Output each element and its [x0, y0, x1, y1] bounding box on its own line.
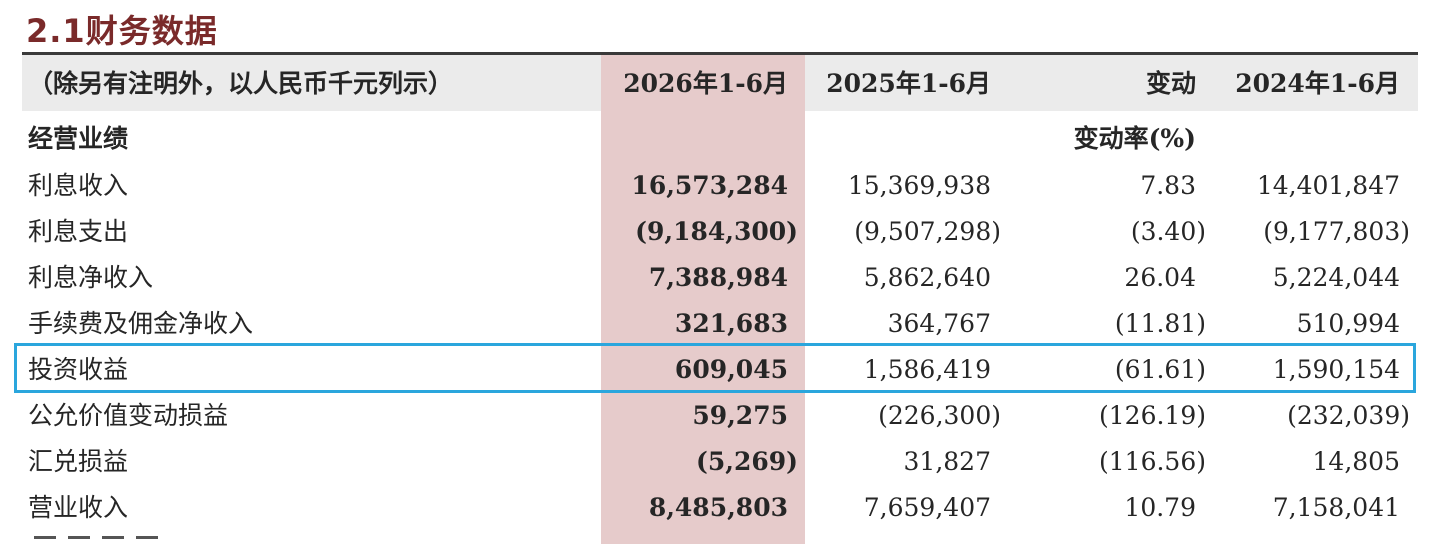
table-row: 利息净收入 7,388,984 5,862,640 26.04 5,224,04…	[22, 255, 1418, 301]
row-label: 利息支出	[28, 217, 129, 246]
value-2024: 7,158,041	[1272, 493, 1400, 522]
value-change: (61.61)	[1114, 355, 1206, 384]
value-2025: 31,827	[903, 447, 991, 476]
value-change: 10.79	[1124, 493, 1196, 522]
value-2024: 14,805	[1312, 447, 1400, 476]
value-2026: 321,683	[674, 309, 788, 338]
header-change: 变动	[1145, 69, 1196, 98]
table-row: 营业收入 8,485,803 7,659,407 10.79 7,158,041	[22, 485, 1418, 531]
value-2025: (226,300)	[878, 401, 1001, 430]
table-row: 汇兑损益 (5,269) 31,827 (116.56) 14,805	[22, 439, 1418, 485]
table-top-rule	[22, 52, 1418, 55]
row-label: 利息收入	[28, 171, 129, 200]
value-change: (126.19)	[1099, 401, 1206, 430]
value-2026: 16,573,284	[631, 171, 788, 200]
table-header-row: （除另有注明外，以人民币千元列示） 2026年1-6月 2025年1-6月 变动…	[22, 55, 1418, 111]
table-row: 利息收入 16,573,284 15,369,938 7.83 14,401,8…	[22, 163, 1418, 209]
value-change: (11.81)	[1114, 309, 1206, 338]
value-2024: (232,039)	[1287, 401, 1410, 430]
value-2024: 14,401,847	[1256, 171, 1400, 200]
value-2024: 510,994	[1296, 309, 1400, 338]
table-row: 公允价值变动损益 59,275 (226,300) (126.19) (232,…	[22, 393, 1418, 439]
value-2025: 1,586,419	[863, 355, 991, 384]
section-title: 2.1财务数据	[26, 12, 218, 50]
row-label: 营业收入	[28, 493, 129, 522]
table-row: 利息支出 (9,184,300) (9,507,298) (3.40) (9,1…	[22, 209, 1418, 255]
header-2025: 2025年1-6月	[826, 69, 991, 98]
value-2025: 15,369,938	[847, 171, 991, 200]
table-row: 手续费及佣金净收入 321,683 364,767 (11.81) 510,99…	[22, 301, 1418, 347]
value-2026: 8,485,803	[648, 493, 788, 522]
selection-outline	[14, 343, 1416, 393]
row-label: 手续费及佣金净收入	[28, 309, 254, 338]
unit-note: （除另有注明外，以人民币千元列示）	[28, 69, 454, 98]
value-2026: (9,184,300)	[635, 217, 798, 246]
value-change: 26.04	[1124, 263, 1196, 292]
value-2026: 7,388,984	[648, 263, 788, 292]
clipped-next-row	[22, 534, 422, 544]
value-2024: 5,224,044	[1272, 263, 1400, 292]
value-2024: (9,177,803)	[1263, 217, 1410, 246]
section-label: 经营业绩	[28, 124, 129, 153]
row-label: 汇兑损益	[28, 447, 129, 476]
row-label: 利息净收入	[28, 263, 154, 292]
value-2025: 364,767	[887, 309, 991, 338]
value-2025: (9,507,298)	[854, 217, 1001, 246]
section-row: 经营业绩 变动率(%)	[22, 116, 1418, 162]
value-change: 7.83	[1140, 171, 1196, 200]
value-2026: 609,045	[674, 355, 788, 384]
highlighted-column-2026	[601, 55, 805, 544]
row-label: 公允价值变动损益	[28, 401, 229, 430]
row-label: 投资收益	[28, 355, 129, 384]
header-2026: 2026年1-6月	[623, 69, 788, 98]
header-2024: 2024年1-6月	[1235, 69, 1400, 98]
table-row-selected[interactable]: 投资收益 609,045 1,586,419 (61.61) 1,590,154	[22, 347, 1418, 393]
value-change: (116.56)	[1099, 447, 1206, 476]
value-2024: 1,590,154	[1272, 355, 1400, 384]
change-rate-label: 变动率(%)	[1073, 124, 1196, 153]
value-2025: 5,862,640	[863, 263, 991, 292]
value-2026: (5,269)	[696, 447, 798, 476]
value-2026: 59,275	[692, 401, 788, 430]
value-2025: 7,659,407	[863, 493, 991, 522]
value-change: (3.40)	[1130, 217, 1206, 246]
